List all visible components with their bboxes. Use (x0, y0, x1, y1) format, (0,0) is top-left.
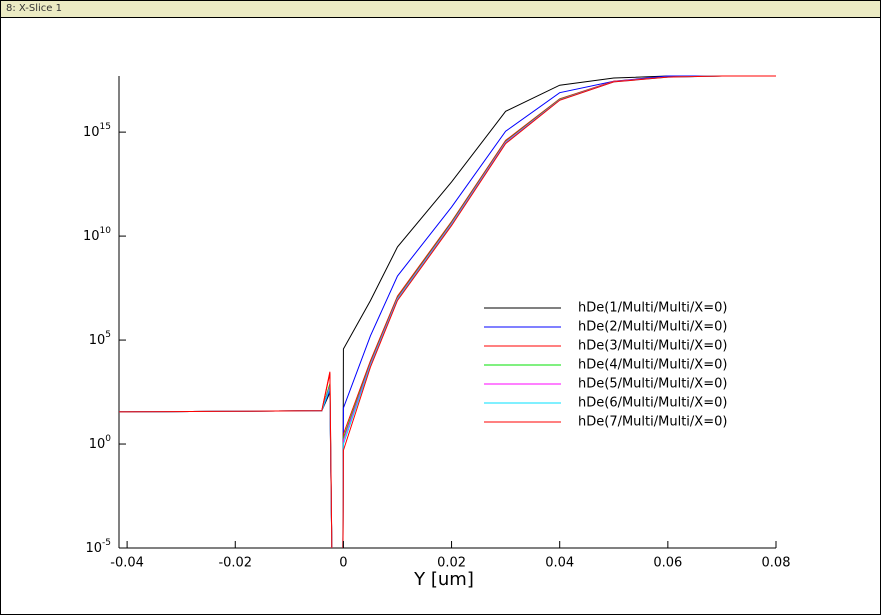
y-tick-base: 10 (89, 333, 106, 348)
y-tick-label: 10-5 (85, 538, 111, 556)
legend-label: hDe(4/Multi/Multi/X=0) (578, 358, 727, 373)
y-tick-base: 10 (83, 125, 100, 140)
x-tick-label: -0.04 (110, 556, 144, 571)
y-tick-exponent: 10 (100, 226, 112, 236)
y-tick-exponent: -5 (102, 538, 111, 548)
y-tick-exponent: 5 (105, 330, 111, 340)
plot-area (119, 75, 776, 548)
x-tick-label: 0.08 (762, 556, 791, 571)
legend-label: hDe(6/Multi/Multi/X=0) (578, 396, 727, 411)
y-tick-label: 105 (89, 330, 111, 348)
y-tick-label: 1010 (83, 226, 111, 244)
x-tick-label: -0.02 (218, 556, 252, 571)
y-tick-base: 10 (85, 541, 102, 556)
y-tick-label: 100 (89, 434, 112, 452)
legend-label: hDe(1/Multi/Multi/X=0) (578, 301, 727, 316)
y-tick-label: 1015 (83, 122, 111, 140)
legend-label: hDe(5/Multi/Multi/X=0) (578, 377, 727, 392)
y-tick-exponent: 15 (100, 122, 111, 132)
legend-label: hDe(7/Multi/Multi/X=0) (578, 415, 727, 430)
x-tick-label: 0 (339, 556, 347, 571)
window-title: 8: X-Slice 1 (1, 1, 880, 18)
legend-label: hDe(3/Multi/Multi/X=0) (578, 339, 727, 354)
y-tick-base: 10 (83, 229, 100, 244)
y-tick-base: 10 (89, 437, 106, 452)
series-line (119, 75, 776, 548)
x-tick-label: 0.06 (653, 556, 682, 571)
x-axis-label: Y [um] (413, 569, 474, 590)
x-tick-label: 0.02 (437, 556, 466, 571)
y-tick-exponent: 0 (105, 434, 111, 444)
legend-label: hDe(2/Multi/Multi/X=0) (578, 320, 727, 335)
x-tick-label: 0.04 (545, 556, 574, 571)
